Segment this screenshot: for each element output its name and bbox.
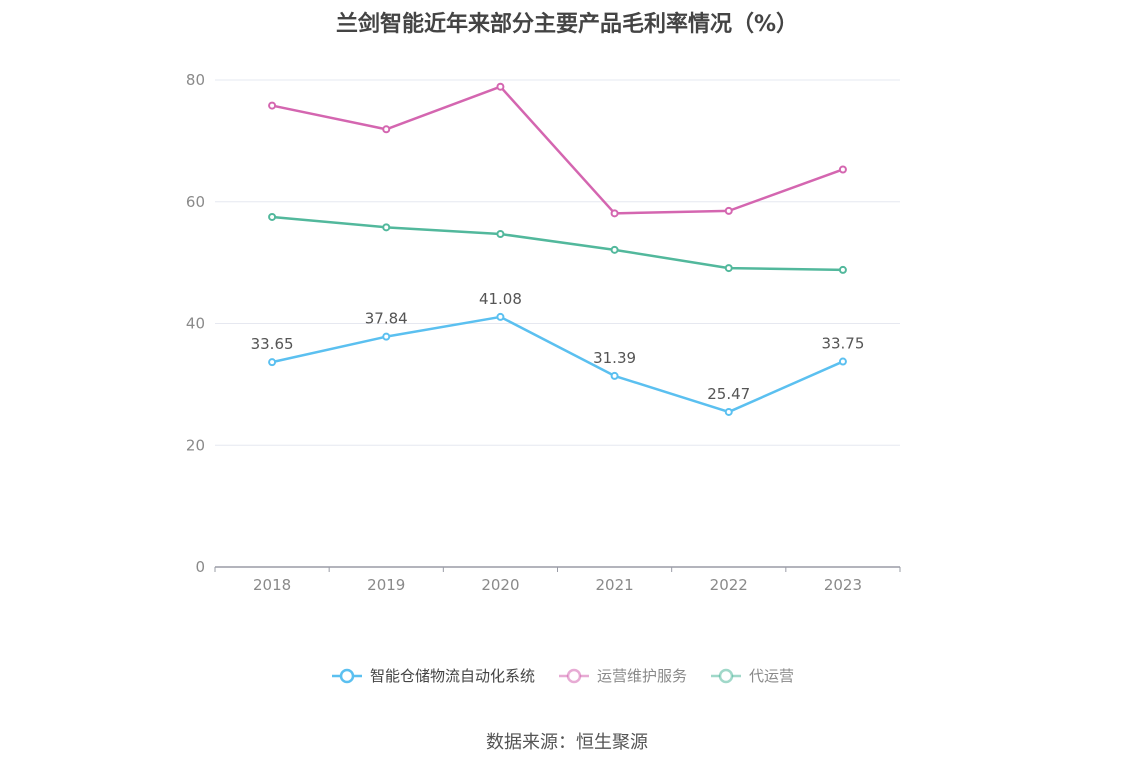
data-point — [610, 209, 619, 218]
series-line — [271, 315, 844, 414]
x-tick-label: 2020 — [481, 576, 519, 594]
data-label: 37.84 — [365, 310, 408, 328]
y-tick-label: 80 — [186, 71, 205, 89]
legend-item: 代运营 — [711, 667, 794, 685]
data-point — [268, 358, 277, 367]
axes: 0 20 40 60 80 2018 2019 2020 2021 2022 2023 — [186, 71, 901, 594]
data-label: 33.75 — [821, 335, 864, 353]
series-lines — [268, 82, 847, 416]
y-tick-label: 40 — [186, 315, 205, 333]
legend-label: 代运营 — [749, 667, 794, 685]
data-point — [496, 230, 505, 239]
legend-label: 智能仓储物流自动化系统 — [370, 667, 535, 685]
data-point — [268, 212, 277, 221]
data-point — [382, 223, 391, 232]
x-tick-label: 2023 — [824, 576, 862, 594]
data-point — [382, 125, 391, 134]
data-point — [610, 371, 619, 380]
data-label: 25.47 — [707, 385, 750, 403]
legend-swatch-marker — [339, 668, 355, 684]
data-point — [724, 407, 733, 416]
data-point — [496, 312, 505, 321]
legend-swatch-marker — [718, 668, 734, 684]
data-point — [838, 357, 847, 366]
legend-item: 运营维护服务 — [559, 667, 687, 685]
x-tick-label: 2021 — [595, 576, 633, 594]
y-tick-label: 20 — [186, 436, 205, 454]
source-note: 数据来源：恒生聚源 — [486, 732, 648, 753]
data-point — [724, 264, 733, 273]
data-label: 31.39 — [593, 349, 636, 367]
data-point — [724, 206, 733, 215]
data-point — [382, 332, 391, 341]
grid-lines — [215, 79, 900, 446]
data-point — [496, 82, 505, 91]
legend-swatch-marker — [566, 668, 582, 684]
data-point — [838, 265, 847, 274]
data-label: 33.65 — [251, 335, 294, 353]
legend-label: 运营维护服务 — [597, 667, 687, 685]
data-point — [268, 101, 277, 110]
data-label: 41.08 — [479, 290, 522, 308]
data-point — [610, 245, 619, 254]
legend-item: 智能仓储物流自动化系统 — [332, 667, 535, 685]
x-tick-label: 2022 — [710, 576, 748, 594]
data-labels: 33.65 37.84 41.08 31.39 25.47 33.75 — [251, 290, 865, 403]
y-tick-label: 0 — [195, 558, 205, 576]
y-tick-label: 60 — [186, 193, 205, 211]
series-line — [271, 215, 843, 272]
x-tick-label: 2019 — [367, 576, 405, 594]
legend: 智能仓储物流自动化系统 运营维护服务 代运营 — [332, 667, 794, 685]
x-tick-label: 2018 — [253, 576, 291, 594]
chart-title: 兰剑智能近年来部分主要产品毛利率情况（%） — [335, 12, 799, 37]
series-line — [271, 85, 844, 215]
data-point — [838, 165, 847, 174]
